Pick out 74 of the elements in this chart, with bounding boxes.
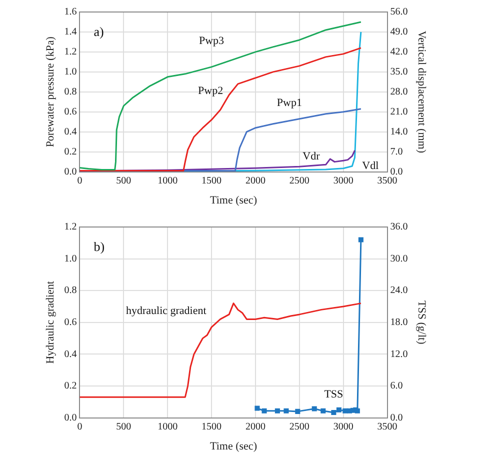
- series-label: Vdr: [302, 150, 320, 163]
- x-tick-label: 500: [116, 421, 132, 432]
- point: [342, 408, 348, 414]
- x-tick-label: 2000: [245, 175, 266, 186]
- y2-axis-title: TSS (g/lt): [416, 300, 428, 345]
- y2-tick-label: 7.0: [390, 146, 403, 158]
- point: [320, 408, 326, 414]
- y2-tick-label: 6.0: [390, 380, 403, 392]
- x-tick-label: 0: [77, 421, 82, 432]
- y2-tick-label: 49.0: [390, 26, 408, 38]
- point: [312, 406, 317, 412]
- y-tick-label: 1.2: [64, 46, 77, 58]
- x-tick-label: 1000: [158, 175, 178, 186]
- series-label: Pwp1: [276, 96, 302, 109]
- point: [274, 408, 280, 414]
- x-tick-label: 1500: [202, 175, 222, 186]
- x-tick-label: 3000: [333, 175, 354, 186]
- x-axis-title: Time (sec): [210, 194, 258, 206]
- y2-axis-title: Vertical displacement (mm): [416, 30, 428, 154]
- y-tick-label: 0.6: [64, 317, 77, 328]
- y-tick-label: 0.6: [64, 106, 77, 118]
- y-tick-label: 1.0: [64, 253, 77, 264]
- y2-tick-label: 18.0: [390, 317, 408, 328]
- y-tick-label: 0.4: [64, 126, 77, 138]
- y2-tick-label: 14.0: [390, 126, 408, 138]
- y-tick-label: 1.0: [64, 66, 77, 78]
- point: [336, 407, 342, 412]
- y2-tick-label: 0.0: [390, 166, 403, 178]
- y2-tick-label: 21.0: [390, 106, 408, 118]
- series-label: Vdl: [362, 160, 379, 172]
- y2-tick-label: 36.0: [390, 222, 408, 233]
- x-tick-label: 2500: [289, 175, 310, 186]
- x-tick-label: 1000: [158, 421, 178, 432]
- annotation: a): [94, 24, 104, 39]
- y-tick-label: 0.4: [64, 348, 77, 360]
- annotation: b): [94, 238, 105, 254]
- y2-tick-label: 42.0: [390, 46, 408, 58]
- y-axis-title: Porewater pressure (kPa): [44, 36, 56, 148]
- y2-tick-label: 56.0: [390, 6, 408, 18]
- y2-tick-label: 28.0: [390, 86, 408, 98]
- x-tick-label: 3000: [333, 421, 354, 432]
- point: [295, 408, 300, 414]
- point: [262, 408, 267, 414]
- y2-tick-label: 0.0: [390, 412, 403, 424]
- x-tick-label: 3500: [377, 421, 398, 432]
- y2-tick-label: 35.0: [390, 66, 408, 78]
- y2-tick-label: 24.0: [390, 285, 408, 296]
- x-tick-label: 500: [116, 175, 132, 186]
- x-tick-label: 1500: [202, 421, 222, 432]
- x-tick-label: 3500: [377, 175, 398, 186]
- y-tick-label: 1.4: [64, 26, 77, 38]
- y-tick-label: 1.2: [64, 222, 77, 233]
- y-tick-label: 0.8: [64, 285, 77, 296]
- series-label: Pwp2: [198, 84, 224, 97]
- point: [358, 237, 364, 242]
- y-tick-label: 0.0: [64, 412, 77, 424]
- x-tick-label: 2000: [245, 421, 266, 432]
- y-tick-label: 0.2: [64, 380, 77, 392]
- y-tick-label: 1.6: [64, 6, 77, 18]
- y-tick-label: 0.0: [64, 166, 77, 178]
- x-axis-title: Time (sec): [210, 440, 258, 452]
- point: [284, 408, 289, 414]
- series-label: hydraulic gradient: [126, 305, 206, 318]
- y-axis-title: Hydraulic gradient: [44, 281, 56, 364]
- y-tick-label: 0.8: [64, 86, 77, 98]
- series-label: TSS: [324, 388, 344, 400]
- x-tick-label: 0: [77, 175, 82, 186]
- y2-tick-label: 12.0: [390, 348, 408, 360]
- point: [331, 410, 336, 416]
- y2-tick-label: 30.0: [390, 253, 408, 264]
- point: [254, 406, 260, 411]
- y-tick-label: 0.2: [64, 146, 77, 158]
- series-label: Pwp3: [198, 34, 225, 47]
- x-tick-label: 2500: [289, 421, 310, 432]
